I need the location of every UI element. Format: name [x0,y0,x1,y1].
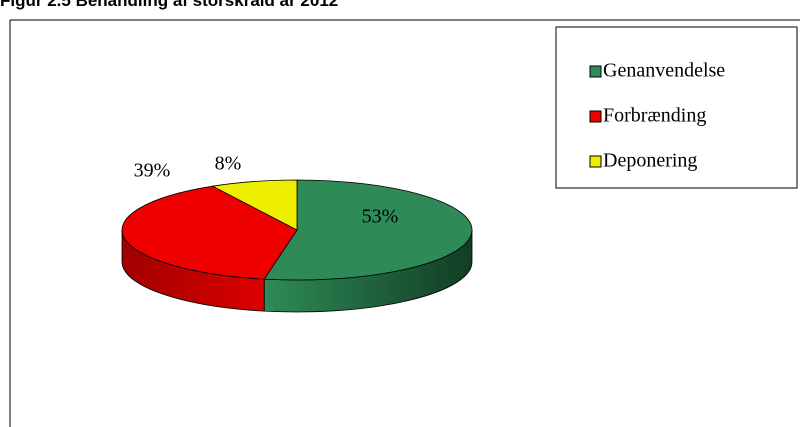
legend-swatch [589,65,602,78]
legend-label: Genanvendelse [603,60,725,82]
data-label: 53% [362,206,399,228]
pie-slice [121,185,298,280]
legend [555,26,798,189]
legend-swatch [589,155,602,168]
pie-slice [211,179,298,231]
chart-title: Figur 2.5 Behandling af storskrald år 20… [0,0,338,10]
legend-swatch [589,110,602,123]
pie-slice [263,179,473,281]
legend-label: Deponering [603,150,697,172]
legend-label: Forbrænding [603,105,706,127]
data-label: 39% [134,160,171,182]
data-label: 8% [215,153,242,175]
